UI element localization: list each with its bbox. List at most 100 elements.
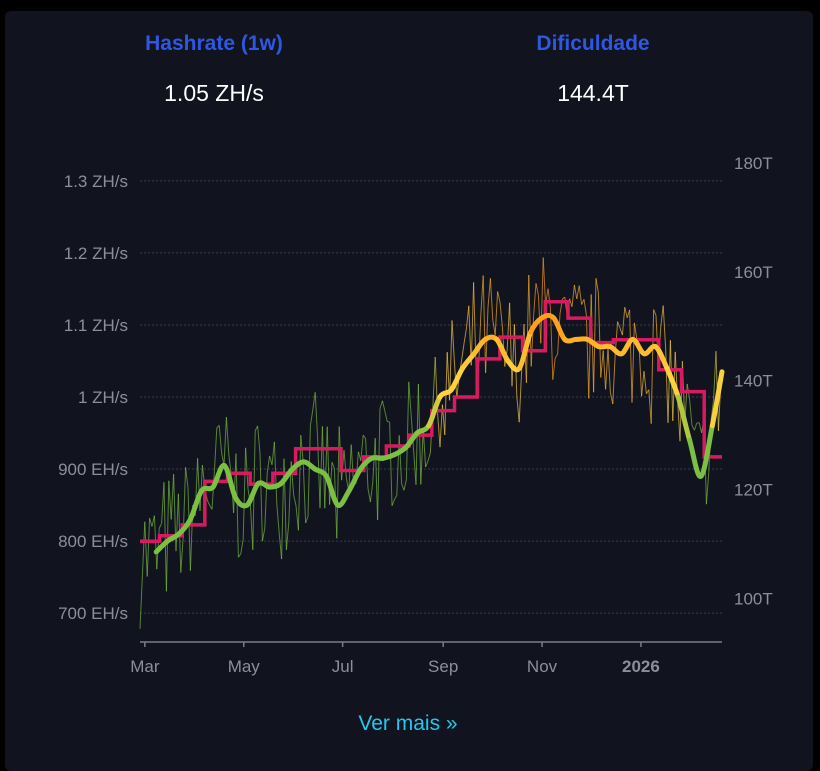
hashrate-daily-trace (598, 293, 600, 378)
hashrate-average-line (690, 440, 701, 476)
hashrate-daily-trace (363, 435, 365, 438)
hashrate-daily-trace (150, 518, 152, 526)
hashrate-daily-trace (385, 411, 387, 422)
hashrate-daily-trace (510, 303, 512, 386)
y-left-tick-label: 1.2 ZH/s (64, 244, 128, 263)
hashrate-daily-trace (490, 278, 492, 320)
hashrate-daily-trace (694, 423, 696, 430)
hashrate-daily-trace (666, 348, 668, 423)
y-right-tick-label: 180T (734, 154, 773, 173)
hashrate-daily-trace (586, 315, 588, 398)
hashrate-daily-trace (452, 320, 454, 362)
hashrate-daily-trace (277, 504, 279, 533)
hashrate-daily-trace (661, 306, 663, 327)
hashrate-daily-trace (399, 435, 401, 483)
hashrate-daily-trace (622, 307, 624, 335)
hashrate-daily-trace (159, 523, 161, 528)
hashrate-daily-trace (589, 294, 591, 398)
hashrate-daily-trace (315, 392, 317, 437)
hashrate-daily-trace (181, 537, 183, 573)
hashrate-daily-trace (303, 462, 305, 523)
y-left-tick-label: 1.1 ZH/s (64, 316, 128, 335)
hashrate-average-line (338, 491, 349, 506)
hashrate-daily-trace (246, 448, 248, 489)
x-tick-label: Sep (428, 657, 458, 676)
y-left-tick-label: 1.3 ZH/s (64, 172, 128, 191)
hashrate-daily-trace (574, 285, 576, 299)
hashrate-daily-trace (606, 349, 608, 390)
hashrate-daily-trace (310, 410, 312, 426)
hashrate-daily-trace (625, 307, 627, 318)
hashrate-daily-trace (332, 462, 334, 468)
hashrate-daily-trace (514, 324, 516, 396)
hashrate-daily-trace (642, 371, 644, 396)
hashrate-daily-trace (630, 310, 632, 403)
hashrate-daily-trace (594, 278, 596, 392)
hashrate-average-line (633, 339, 644, 353)
y-right-tick-label: 140T (734, 372, 773, 391)
hashrate-daily-trace (320, 426, 322, 508)
hashrate-average-line (326, 476, 337, 505)
x-tick-label: Jul (332, 657, 354, 676)
hashrate-daily-trace (498, 292, 500, 303)
hashrate-daily-trace (258, 426, 260, 454)
hashrate-daily-trace (488, 278, 490, 307)
hashrate-daily-trace (325, 427, 327, 509)
hashrate-daily-trace (186, 467, 188, 487)
hashrate-daily-trace (541, 258, 543, 344)
hashrate-daily-trace (714, 351, 716, 399)
hashrate-daily-trace (219, 425, 221, 453)
hashrate-daily-trace (169, 481, 171, 520)
hashrate-daily-trace (188, 488, 190, 571)
hashrate-daily-trace (639, 348, 641, 396)
hashrate-daily-trace (526, 275, 528, 383)
x-tick-label: Nov (527, 657, 558, 676)
hashrate-daily-trace (555, 354, 557, 358)
hashrate-daily-trace (344, 450, 346, 478)
hashrate-daily-trace (584, 299, 586, 315)
hashrate-daily-trace (322, 426, 324, 508)
hashrate-daily-trace (579, 286, 581, 305)
hashrate-daily-trace (534, 283, 536, 315)
hashrate-daily-trace (368, 489, 370, 503)
hashrate-daily-trace (409, 382, 411, 416)
hashrate-daily-trace (601, 351, 603, 378)
hashrate-daily-trace (706, 472, 708, 504)
hashrate-daily-trace (327, 427, 329, 505)
hashrate-daily-trace (337, 427, 339, 539)
hashrate-daily-trace (596, 278, 598, 293)
hashrate-daily-trace (265, 473, 267, 528)
hashrate-daily-trace (378, 409, 380, 520)
hashrate-daily-trace (428, 453, 430, 461)
hashrate-daily-trace (651, 310, 653, 424)
x-tick-label: May (228, 657, 261, 676)
hashrate-daily-trace (382, 401, 384, 411)
hashrate-daily-trace (234, 454, 236, 513)
hashrate-daily-trace (171, 474, 173, 519)
hashrate-daily-trace (308, 426, 310, 517)
hashrate-daily-trace (147, 518, 149, 576)
hashrate-daily-trace (140, 576, 142, 629)
hashrate-daily-trace (262, 528, 264, 541)
y-right-tick-label: 120T (734, 481, 773, 500)
hashrate-daily-trace (603, 351, 605, 390)
hashrate-daily-trace (176, 494, 178, 551)
hashrate-average-line (349, 469, 360, 491)
hashrate-daily-trace (543, 258, 545, 305)
hashrate-daily-trace (406, 382, 408, 480)
hashrate-daily-trace (426, 461, 428, 467)
hashrate-daily-trace (402, 484, 404, 491)
hashrate-daily-trace (286, 523, 288, 550)
hashrate-daily-trace (224, 417, 226, 465)
hashrate-daily-trace (438, 413, 440, 447)
hashrate-daily-trace (294, 495, 296, 506)
hashrate-daily-trace (507, 303, 509, 350)
y-left-tick-label: 700 EH/s (58, 604, 128, 623)
hashrate-daily-trace (572, 285, 574, 307)
hashrate-daily-trace (495, 292, 497, 335)
hashrate-daily-trace (433, 357, 435, 408)
see-more-link[interactable]: Ver mais » (0, 712, 816, 736)
y-left-tick-label: 800 EH/s (58, 532, 128, 551)
hashrate-daily-trace (644, 371, 646, 394)
